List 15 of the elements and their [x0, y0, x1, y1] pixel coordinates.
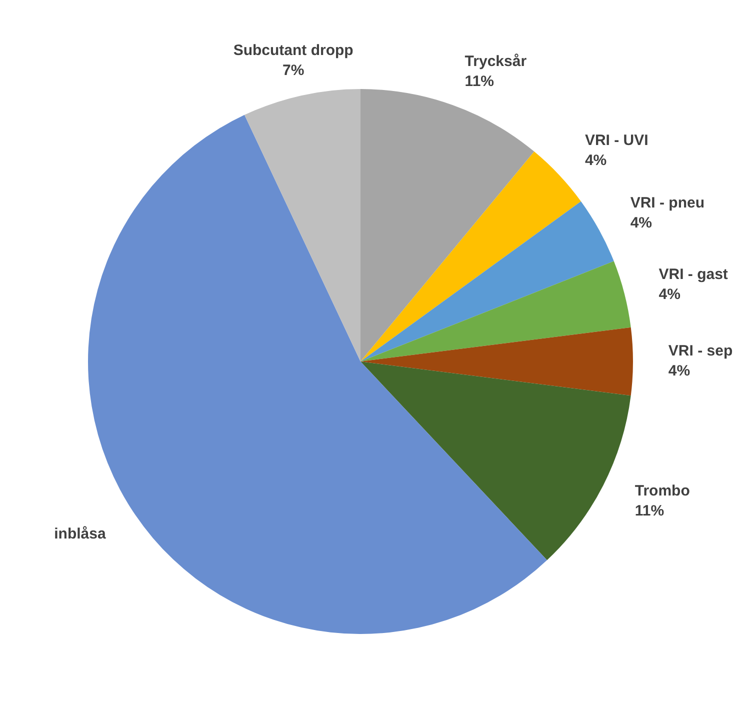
- data-label: 11%: [634, 502, 664, 520]
- slice-label: VRI - UVI: [584, 132, 648, 149]
- slice-label: VRI - sep: [668, 342, 733, 360]
- slice-label: Trycksår: [464, 52, 527, 70]
- data-label: 4%: [668, 362, 690, 380]
- data-label: 7%: [282, 62, 304, 80]
- slice-label: inblåsa: [54, 526, 106, 543]
- slice-label: VRI - pneu: [630, 194, 705, 212]
- data-label: 4%: [630, 214, 652, 232]
- data-label: 4%: [658, 286, 680, 304]
- data-label: 11%: [464, 72, 494, 90]
- slice-label: VRI - gast: [658, 266, 728, 284]
- data-label: 4%: [584, 152, 607, 169]
- slice-label: Subcutant dropp: [233, 42, 354, 60]
- slice-label: Trombo: [634, 482, 690, 500]
